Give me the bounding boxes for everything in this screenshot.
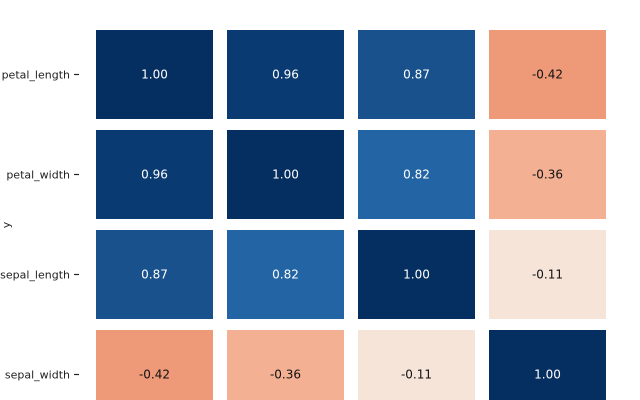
- cell-value-label: 0.82: [403, 168, 430, 182]
- heatmap-cell: [358, 330, 475, 400]
- heatmap-cell: [96, 330, 213, 400]
- y-tick-label: petal_length: [2, 69, 70, 82]
- heatmap-cell: [227, 230, 344, 319]
- heatmap-cell: [489, 330, 606, 400]
- cell-value-label: -0.11: [532, 268, 563, 282]
- cell-value-label: 0.96: [272, 68, 299, 82]
- y-tick-label: sepal_width: [5, 369, 70, 382]
- cell-value-label: 1.00: [272, 168, 299, 182]
- heatmap-cell: [489, 130, 606, 219]
- heatmap-cell: [358, 130, 475, 219]
- y-tick-labels: petal_length petal_width sepal_lengthsepal…: [0, 69, 79, 382]
- y-axis-label: y: [0, 221, 13, 228]
- cell-value-label: 0.87: [141, 268, 168, 282]
- cell-value-label: -0.42: [139, 368, 170, 382]
- cell-value-label: 1.00: [141, 68, 168, 82]
- cell-value-label: 1.00: [403, 268, 430, 282]
- y-tick-label: petal_width: [6, 169, 70, 182]
- heatmap-cell: [358, 230, 475, 319]
- cell-value-label: -0.42: [532, 68, 563, 82]
- heatmap-cell: [489, 230, 606, 319]
- heatmap-cell: [96, 130, 213, 219]
- y-tick-label: sepal_length: [0, 269, 70, 282]
- cell-value-label: 1.00: [534, 368, 561, 382]
- cell-value-label: 0.82: [272, 268, 299, 282]
- heatmap-cell: [96, 230, 213, 319]
- heatmap-cells: 1.00 0.96 0.87 -0.42 0.96 1.00 0.82 -0.36 0.87 0.…: [96, 30, 606, 400]
- heatmap-cell: [489, 30, 606, 119]
- heatmap-cell: [358, 30, 475, 119]
- cell-value-label: 0.96: [141, 168, 168, 182]
- cell-value-label: -0.36: [532, 168, 563, 182]
- heatmap-cell: [227, 130, 344, 219]
- cell-value-label: -0.11: [401, 368, 432, 382]
- cell-value-label: -0.36: [270, 368, 301, 382]
- heatmap-cell: [96, 30, 213, 119]
- heatmap-cell: [227, 30, 344, 119]
- cell-value-label: 0.87: [403, 68, 430, 82]
- heatmap-cell: [227, 330, 344, 400]
